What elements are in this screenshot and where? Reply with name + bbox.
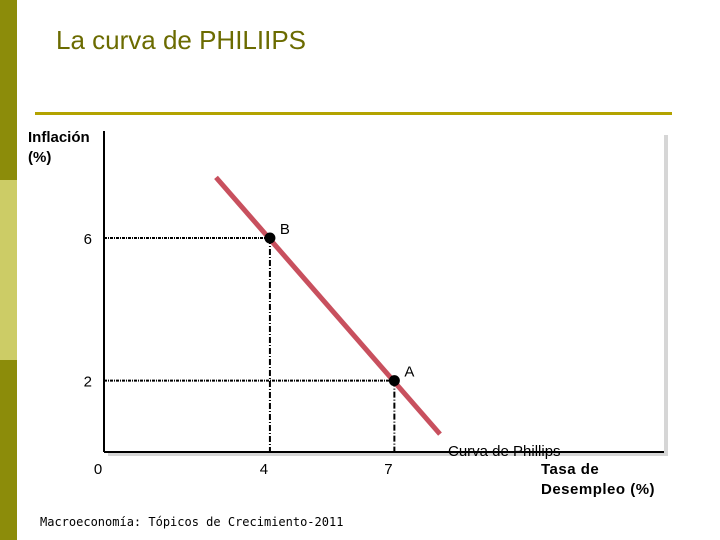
x-tick-label: 0 xyxy=(94,461,102,478)
slide-title: La curva de PHILIIPS xyxy=(56,25,307,55)
title-rule xyxy=(35,112,672,115)
plot-area xyxy=(104,131,664,452)
x-axis-title: Tasa de Desempleo (%) xyxy=(541,461,656,498)
footer: Macroeconomía: Tópicos de Crecimiento-20… xyxy=(40,515,344,529)
x-tick-label: 7 xyxy=(384,461,392,478)
y-tick-label: 6 xyxy=(84,231,92,248)
x-tick-label: 4 xyxy=(260,461,268,478)
phillips-curve xyxy=(214,175,442,436)
curve-label: Curva de Phillips xyxy=(448,443,561,460)
point xyxy=(388,375,400,387)
y-axis-title: Inflación (%) xyxy=(28,129,90,166)
point-label: B xyxy=(280,221,290,238)
point xyxy=(264,232,276,244)
side-bar xyxy=(0,0,17,180)
side-bar xyxy=(0,180,17,360)
point-label: A xyxy=(404,364,414,381)
y-tick-label: 2 xyxy=(84,374,92,391)
side-bar xyxy=(0,360,17,540)
